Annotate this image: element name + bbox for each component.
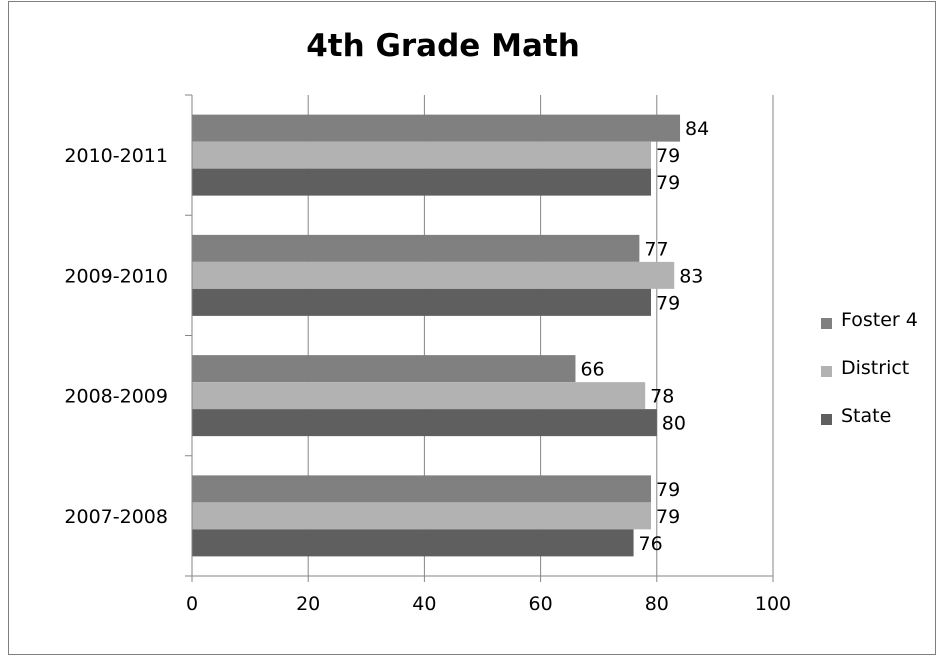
legend-swatch-foster-4: [821, 318, 832, 329]
data-label-district-2010-2011: 79: [656, 145, 680, 167]
y-tick-label-2007-2008: 2007-2008: [64, 506, 168, 528]
data-label-district-2009-2010: 83: [679, 265, 703, 287]
bar-district-2008-2009: [192, 382, 646, 410]
x-tick-label-20: 20: [296, 593, 320, 615]
y-tick-label-2008-2009: 2008-2009: [64, 386, 168, 408]
legend: Foster 4 District State: [818, 304, 938, 448]
bar-district-2009-2010: [192, 261, 675, 289]
legend-swatch-state: [821, 414, 832, 425]
bar-state-2010-2011: [192, 168, 651, 196]
bar-state-2009-2010: [192, 288, 651, 316]
legend-label-district: District: [841, 357, 910, 379]
legend-item-state: State: [818, 400, 938, 448]
data-label-foster-4-2007-2008: 79: [656, 479, 680, 501]
bar-district-2007-2008: [192, 502, 651, 530]
bar-foster-4-2010-2011: [192, 114, 681, 142]
y-tick-label-2010-2011: 2010-2011: [64, 145, 168, 167]
legend-label-state: State: [841, 405, 892, 427]
data-label-district-2007-2008: 79: [656, 506, 680, 528]
data-label-state-2010-2011: 79: [656, 172, 680, 194]
bar-foster-4-2007-2008: [192, 475, 651, 503]
chart-title: 4th Grade Math: [306, 28, 580, 64]
x-tick-label-100: 100: [755, 593, 791, 615]
bars: [192, 114, 681, 557]
data-label-district-2008-2009: 78: [650, 386, 674, 408]
data-label-state-2008-2009: 80: [662, 413, 686, 435]
legend-swatch-district: [821, 366, 832, 377]
legend-label-foster-4: Foster 4: [841, 309, 918, 331]
bar-state-2007-2008: [192, 529, 634, 557]
data-label-state-2009-2010: 79: [656, 292, 680, 314]
x-tick-label-60: 60: [529, 593, 553, 615]
bar-foster-4-2008-2009: [192, 355, 576, 383]
legend-item-district: District: [818, 352, 938, 400]
data-label-foster-4-2008-2009: 66: [580, 359, 604, 381]
bar-district-2010-2011: [192, 141, 651, 169]
legend-item-foster-4: Foster 4: [818, 304, 938, 352]
data-label-foster-4-2009-2010: 77: [644, 238, 668, 260]
x-tick-label-80: 80: [645, 593, 669, 615]
bar-state-2008-2009: [192, 409, 657, 437]
data-label-foster-4-2010-2011: 84: [685, 118, 709, 140]
data-label-state-2007-2008: 76: [639, 533, 663, 555]
axes: 0 20 40 60 80 100 2007-2008 2008-2009 2009-2010 2…: [64, 94, 791, 615]
x-tick-label-0: 0: [186, 593, 198, 615]
bar-foster-4-2009-2010: [192, 234, 640, 262]
y-tick-label-2009-2010: 2009-2010: [64, 265, 168, 287]
x-tick-label-40: 40: [412, 593, 436, 615]
